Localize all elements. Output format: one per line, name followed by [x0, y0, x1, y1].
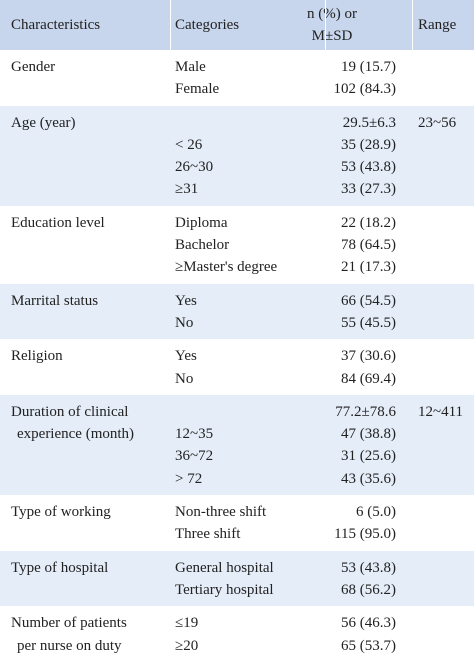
table-row: Type of hospital General hospital 53 (43.8…: [0, 550, 474, 607]
category: 26~30: [175, 159, 214, 176]
value: 65 (53.7): [341, 637, 396, 654]
category: Diploma: [175, 214, 228, 231]
characteristic: Duration of clinical: [11, 403, 129, 420]
value: 22 (18.2): [341, 214, 396, 231]
category: ≤19: [175, 615, 199, 632]
column-divider: [170, 0, 171, 50]
value: 47 (38.8): [341, 426, 396, 443]
category: No: [175, 314, 194, 331]
value: 19 (15.7): [341, 59, 396, 75]
table-row: Type of working Non-three shift 6 (5.0) Thr…: [0, 495, 474, 551]
category: Non-three shift: [175, 504, 267, 521]
category: 12~35: [175, 426, 214, 443]
table-row: Religion Yes 37 (30.6) No 84 (69.4): [0, 339, 474, 395]
value: 37 (30.6): [341, 348, 396, 365]
category: Three shift: [175, 526, 241, 543]
table-row: Duration of clinical experience (month) 12…: [0, 394, 474, 496]
value: 31 (25.6): [341, 448, 396, 465]
category: Yes: [175, 348, 197, 365]
category: > 72: [175, 470, 203, 487]
value: 43 (35.6): [341, 470, 396, 487]
value: 66 (54.5): [341, 292, 396, 309]
value: 77.2±78.6: [335, 403, 396, 420]
category: ≥Master's degree: [175, 259, 278, 276]
value: 35 (28.9): [341, 136, 396, 153]
characteristic: per nurse on duty: [17, 637, 122, 654]
value: 21 (17.3): [341, 259, 396, 276]
category: Yes: [175, 292, 197, 309]
column-divider: [325, 0, 326, 50]
characteristic: Religion: [11, 348, 63, 365]
header-cell: Range: [418, 17, 457, 33]
header-cell: Categories: [175, 17, 240, 33]
characteristic: Marrital status: [11, 292, 99, 309]
header-row: Characteristics Categories n (%) or M±SD Ran…: [0, 0, 474, 50]
category: < 26: [175, 136, 203, 153]
table-row: Age (year) 23~56 29.5±6.3 < 26 35 (28.9) 26~3…: [0, 105, 474, 206]
value: 53 (43.8): [341, 559, 396, 576]
value: 53 (43.8): [341, 159, 396, 176]
category: Bachelor: [175, 237, 230, 254]
category: No: [175, 370, 194, 387]
value: 102 (84.3): [333, 81, 397, 98]
category: Male: [175, 59, 206, 75]
table-row: Education level Diploma 22 (18.2) Bachelor 7…: [0, 206, 474, 284]
value: 56 (46.3): [341, 615, 396, 632]
category: Female: [175, 81, 220, 98]
characteristic: Age (year): [11, 114, 76, 131]
value: 6 (5.0): [356, 504, 396, 521]
value: 68 (56.2): [341, 581, 396, 598]
category: ≥20: [175, 637, 199, 654]
column-divider: [412, 0, 413, 50]
category: Tertiary hospital: [175, 581, 274, 598]
category: 36~72: [175, 448, 214, 465]
characteristic: Type of hospital: [11, 559, 109, 576]
characteristic: Education level: [11, 214, 105, 231]
range: 23~56: [418, 114, 457, 131]
characteristic: Type of working: [11, 504, 111, 521]
characteristic: Gender: [11, 59, 56, 75]
table-row: Number of patients per nurse on duty ≤19 56…: [0, 606, 474, 662]
value: 84 (69.4): [341, 370, 396, 387]
characteristic: experience (month): [17, 426, 135, 443]
table-row: Gender Male 19 (15.7) Female 102 (84.3): [0, 50, 474, 106]
header-cell: n (%) or: [307, 6, 357, 22]
table-row: Marrital status Yes 66 (54.5) No 55 (45.5): [0, 283, 474, 340]
value: 55 (45.5): [341, 314, 396, 331]
value: 115 (95.0): [334, 526, 396, 543]
header-cell: M±SD: [311, 28, 353, 45]
header-cell: Characteristics: [11, 17, 101, 33]
category: General hospital: [175, 559, 274, 576]
range: 12~411: [418, 403, 464, 420]
value: 33 (27.3): [341, 181, 396, 198]
value: 29.5±6.3: [342, 114, 396, 131]
value: 78 (64.5): [341, 237, 396, 254]
characteristic: Number of patients: [11, 615, 127, 632]
category: ≥31: [175, 181, 199, 198]
